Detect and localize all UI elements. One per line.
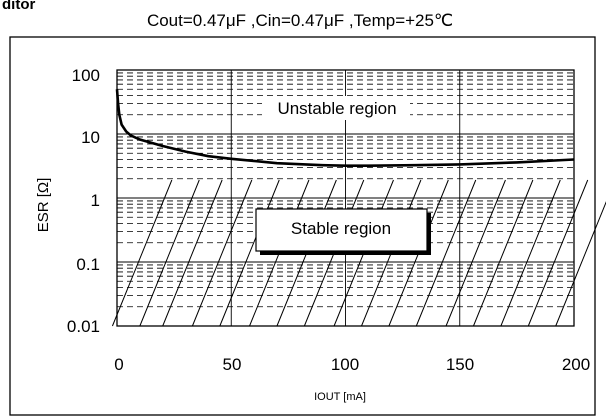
x-axis-label: IOUT [mA] [314,391,366,403]
hatch-line [555,201,606,327]
plot-border [116,69,575,327]
unstable-region-text: Unstable region [277,99,396,118]
stable-region-text: Stable region [291,219,391,238]
hatch-line [219,179,280,327]
x-tick-label: 150 [446,355,474,374]
x-tick-label: 100 [331,355,359,374]
minor-grid [117,72,574,308]
hatch-line [472,179,534,327]
x-axis-ticks: 0 50 100 150 200 [114,355,590,374]
stable-label-box [255,208,428,252]
hatch-line [139,179,200,327]
major-grid [117,70,574,326]
x-tick-label: 0 [114,355,123,374]
header-fragment: ditor [2,0,35,13]
hatch-line [527,179,589,327]
unstable-label-background [262,96,410,120]
x-tick-label: 50 [223,355,242,374]
chart-title: Cout=0.47μF ,Cin=0.47μF ,Temp=+25℃ [147,11,453,30]
y-tick-label: 10 [81,128,100,147]
chart-frame [9,36,596,416]
y-tick-label: 100 [72,66,100,85]
y-tick-label: 1 [91,191,100,210]
hatch-line [445,179,506,327]
hatch-line [162,179,223,327]
hatch-line [191,179,253,327]
esr-boundary-curve [115,89,575,167]
y-tick-label: 0.01 [67,317,100,336]
stable-region-label: Stable region [255,208,431,255]
x-tick-label: 200 [562,355,590,374]
y-tick-label: 0.1 [76,255,100,274]
hatch-line [111,179,173,327]
hatch-line [500,179,561,327]
y-axis-ticks: 100 10 1 0.1 0.01 [67,66,100,336]
y-axis-label: ESR [Ω] [35,178,52,233]
unstable-region-label: Unstable region [262,96,410,120]
hatch-line [415,179,477,327]
